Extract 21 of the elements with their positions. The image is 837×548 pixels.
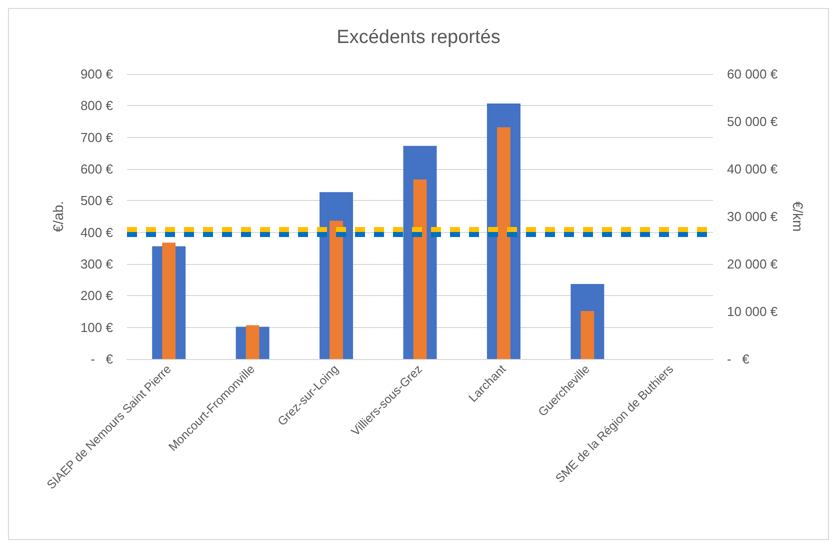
y-axis-title: €/ab. (50, 200, 66, 232)
y2-tick-label: 60 000 € (727, 66, 778, 82)
y-tick-label: 800 € (80, 98, 114, 114)
y-tick-label: 100 € (80, 320, 114, 335)
y-tick-label: - € (90, 352, 114, 366)
y-tick-label: 700 € (80, 130, 114, 145)
y2-tick-label: 10 000 € (727, 304, 778, 319)
y-tick-label: 600 € (80, 162, 114, 176)
bar (580, 311, 594, 359)
y2-tick-label: - € (727, 352, 750, 366)
y-tick-label: 900 € (80, 66, 114, 82)
y-tick-label: 300 € (80, 256, 114, 272)
y-tick-label: 200 € (80, 288, 114, 304)
y-tick-label: 500 € (80, 193, 114, 208)
y2-tick-label: 30 000 € (727, 209, 778, 224)
y2-tick-label: 50 000 € (727, 114, 778, 129)
y-tick-label: 400 € (80, 224, 114, 240)
chart-title: Excédents reportés (336, 27, 500, 48)
y2-tick-label: 40 000 € (727, 162, 778, 176)
y2-axis-title: €/km (790, 201, 806, 232)
y2-tick-label: 20 000 € (727, 256, 778, 272)
